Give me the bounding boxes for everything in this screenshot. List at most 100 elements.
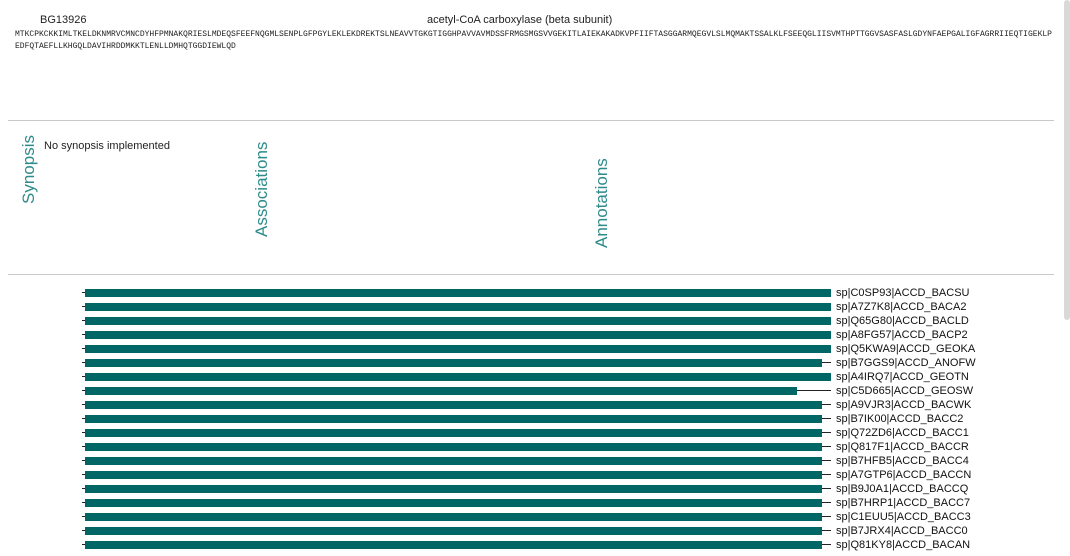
alignment-bar[interactable] xyxy=(85,499,822,507)
hit-accession-label[interactable]: sp|Q65G80|ACCD_BACLD xyxy=(836,315,969,327)
alignment-row[interactable]: sp|B7JRX4|ACCD_BACC0 xyxy=(0,524,1060,538)
alignment-bar[interactable] xyxy=(85,443,822,451)
alignment-bar[interactable] xyxy=(85,541,822,549)
alignment-start-tick xyxy=(82,348,85,349)
alignment-row[interactable]: sp|C5D665|ACCD_GEOSW xyxy=(0,384,1060,398)
alignment-start-tick xyxy=(82,488,85,489)
alignment-bar[interactable] xyxy=(85,471,822,479)
alignment-bar[interactable] xyxy=(85,359,822,367)
alignment-start-tick xyxy=(82,404,85,405)
hit-accession-label[interactable]: sp|B7IK00|ACCD_BACC2 xyxy=(836,413,964,425)
hit-accession-label[interactable]: sp|A4IRQ7|ACCD_GEOTN xyxy=(836,371,969,383)
alignment-gap-line xyxy=(822,488,831,489)
alignment-panel: sp|C0SP93|ACCD_BACSU sp|A7Z7K8|ACCD_BACA2… xyxy=(0,286,1060,556)
alignment-start-tick xyxy=(82,516,85,517)
alignment-bar[interactable] xyxy=(85,303,831,311)
alignment-bar[interactable] xyxy=(85,331,831,339)
alignment-gap-line xyxy=(822,432,831,433)
alignment-gap-line xyxy=(822,418,831,419)
alignment-start-tick xyxy=(82,320,85,321)
alignment-row[interactable]: sp|C0SP93|ACCD_BACSU xyxy=(0,286,1060,300)
gene-id: BG13926 xyxy=(40,14,87,26)
alignment-start-tick xyxy=(82,418,85,419)
alignment-row[interactable]: sp|B7IK00|ACCD_BACC2 xyxy=(0,412,1060,426)
hit-accession-label[interactable]: sp|A7Z7K8|ACCD_BACA2 xyxy=(836,301,967,313)
alignment-row[interactable]: sp|A7GTP6|ACCD_BACCN xyxy=(0,468,1060,482)
alignment-bar[interactable] xyxy=(85,457,822,465)
alignment-row[interactable]: sp|A8FG57|ACCD_BACP2 xyxy=(0,328,1060,342)
alignment-row[interactable]: sp|Q81KY8|ACCD_BACAN xyxy=(0,538,1060,552)
alignment-start-tick xyxy=(82,502,85,503)
alignment-row[interactable]: sp|B7HFB5|ACCD_BACC4 xyxy=(0,454,1060,468)
alignment-start-tick xyxy=(82,390,85,391)
alignment-gap-line xyxy=(822,460,831,461)
alignment-start-tick xyxy=(82,334,85,335)
synopsis-text: No synopsis implemented xyxy=(44,140,170,152)
hit-accession-label[interactable]: sp|Q81KY8|ACCD_BACAN xyxy=(836,539,971,551)
alignment-row[interactable]: sp|A7Z7K8|ACCD_BACA2 xyxy=(0,300,1060,314)
section-divider xyxy=(8,120,1054,121)
hit-accession-label[interactable]: sp|Q817F1|ACCD_BACCR xyxy=(836,441,969,453)
alignment-start-tick xyxy=(82,446,85,447)
alignment-start-tick xyxy=(82,376,85,377)
protein-sequence: MTKCPKCKKIMLTKELDKNMRVCMNCDYHFPMNAKQRIES… xyxy=(15,30,1052,51)
alignment-gap-line xyxy=(822,502,831,503)
alignment-row[interactable]: sp|B9J0A1|ACCD_BACCQ xyxy=(0,482,1060,496)
alignment-gap-line xyxy=(822,404,831,405)
alignment-bar[interactable] xyxy=(85,387,797,395)
alignment-bar[interactable] xyxy=(85,415,822,423)
hit-accession-label[interactable]: sp|B7HFB5|ACCD_BACC4 xyxy=(836,455,969,467)
hit-accession-label[interactable]: sp|C5D665|ACCD_GEOSW xyxy=(836,385,974,397)
hit-accession-label[interactable]: sp|C0SP93|ACCD_BACSU xyxy=(836,287,970,299)
hit-accession-label[interactable]: sp|B7JRX4|ACCD_BACC0 xyxy=(836,525,968,537)
alignment-gap-line xyxy=(822,516,831,517)
scrollbar[interactable] xyxy=(1064,0,1070,320)
alignment-bar[interactable] xyxy=(85,345,831,353)
hit-accession-label[interactable]: sp|B7GGS9|ACCD_ANOFW xyxy=(836,357,976,369)
alignment-row[interactable]: sp|Q817F1|ACCD_BACCR xyxy=(0,440,1060,454)
alignment-bar[interactable] xyxy=(85,317,831,325)
hit-accession-label[interactable]: sp|C1EUU5|ACCD_BACC3 xyxy=(836,511,971,523)
alignment-row[interactable]: sp|B7HRP1|ACCD_BACC7 xyxy=(0,496,1060,510)
synopsis-heading: Synopsis xyxy=(19,135,38,204)
alignment-start-tick xyxy=(82,474,85,475)
alignment-row[interactable]: sp|A4IRQ7|ACCD_GEOTN xyxy=(0,370,1060,384)
gene-name: acetyl-CoA carboxylase (beta subunit) xyxy=(427,14,613,26)
hit-accession-label[interactable]: sp|A7GTP6|ACCD_BACCN xyxy=(836,469,972,481)
alignment-bar[interactable] xyxy=(85,485,822,493)
hit-accession-label[interactable]: sp|B7HRP1|ACCD_BACC7 xyxy=(836,497,971,509)
alignment-row[interactable]: sp|B7GGS9|ACCD_ANOFW xyxy=(0,356,1060,370)
alignment-gap-line xyxy=(822,362,831,363)
alignment-row[interactable]: sp|C1EUU5|ACCD_BACC3 xyxy=(0,510,1060,524)
alignment-gap-line xyxy=(822,544,831,545)
alignment-start-tick xyxy=(82,292,85,293)
alignment-row[interactable]: sp|Q5KWA9|ACCD_GEOKA xyxy=(0,342,1060,356)
hit-accession-label[interactable]: sp|A9VJR3|ACCD_BACWK xyxy=(836,399,972,411)
alignment-bar[interactable] xyxy=(85,401,822,409)
alignment-gap-line xyxy=(822,446,831,447)
alignment-start-tick xyxy=(82,544,85,545)
hit-accession-label[interactable]: sp|B9J0A1|ACCD_BACCQ xyxy=(836,483,969,495)
alignment-bar[interactable] xyxy=(85,429,822,437)
hit-accession-label[interactable]: sp|Q72ZD6|ACCD_BACC1 xyxy=(836,427,969,439)
alignment-gap-line xyxy=(797,390,831,391)
alignment-bar[interactable] xyxy=(85,373,831,381)
alignment-gap-line xyxy=(822,474,831,475)
alignment-bar[interactable] xyxy=(85,527,822,535)
alignment-row[interactable]: sp|Q72ZD6|ACCD_BACC1 xyxy=(0,426,1060,440)
hit-accession-label[interactable]: sp|Q5KWA9|ACCD_GEOKA xyxy=(836,343,976,355)
annotations-heading: Annotations xyxy=(592,158,611,248)
alignment-bar[interactable] xyxy=(85,513,822,521)
section-divider xyxy=(8,274,1054,275)
alignment-gap-line xyxy=(822,530,831,531)
hit-accession-label[interactable]: sp|A8FG57|ACCD_BACP2 xyxy=(836,329,968,341)
alignment-start-tick xyxy=(82,460,85,461)
alignment-start-tick xyxy=(82,306,85,307)
associations-heading: Associations xyxy=(252,141,271,237)
alignment-row[interactable]: sp|A9VJR3|ACCD_BACWK xyxy=(0,398,1060,412)
alignment-start-tick xyxy=(82,432,85,433)
alignment-start-tick xyxy=(82,530,85,531)
alignment-start-tick xyxy=(82,362,85,363)
alignment-row[interactable]: sp|Q65G80|ACCD_BACLD xyxy=(0,314,1060,328)
alignment-bar[interactable] xyxy=(85,289,831,297)
